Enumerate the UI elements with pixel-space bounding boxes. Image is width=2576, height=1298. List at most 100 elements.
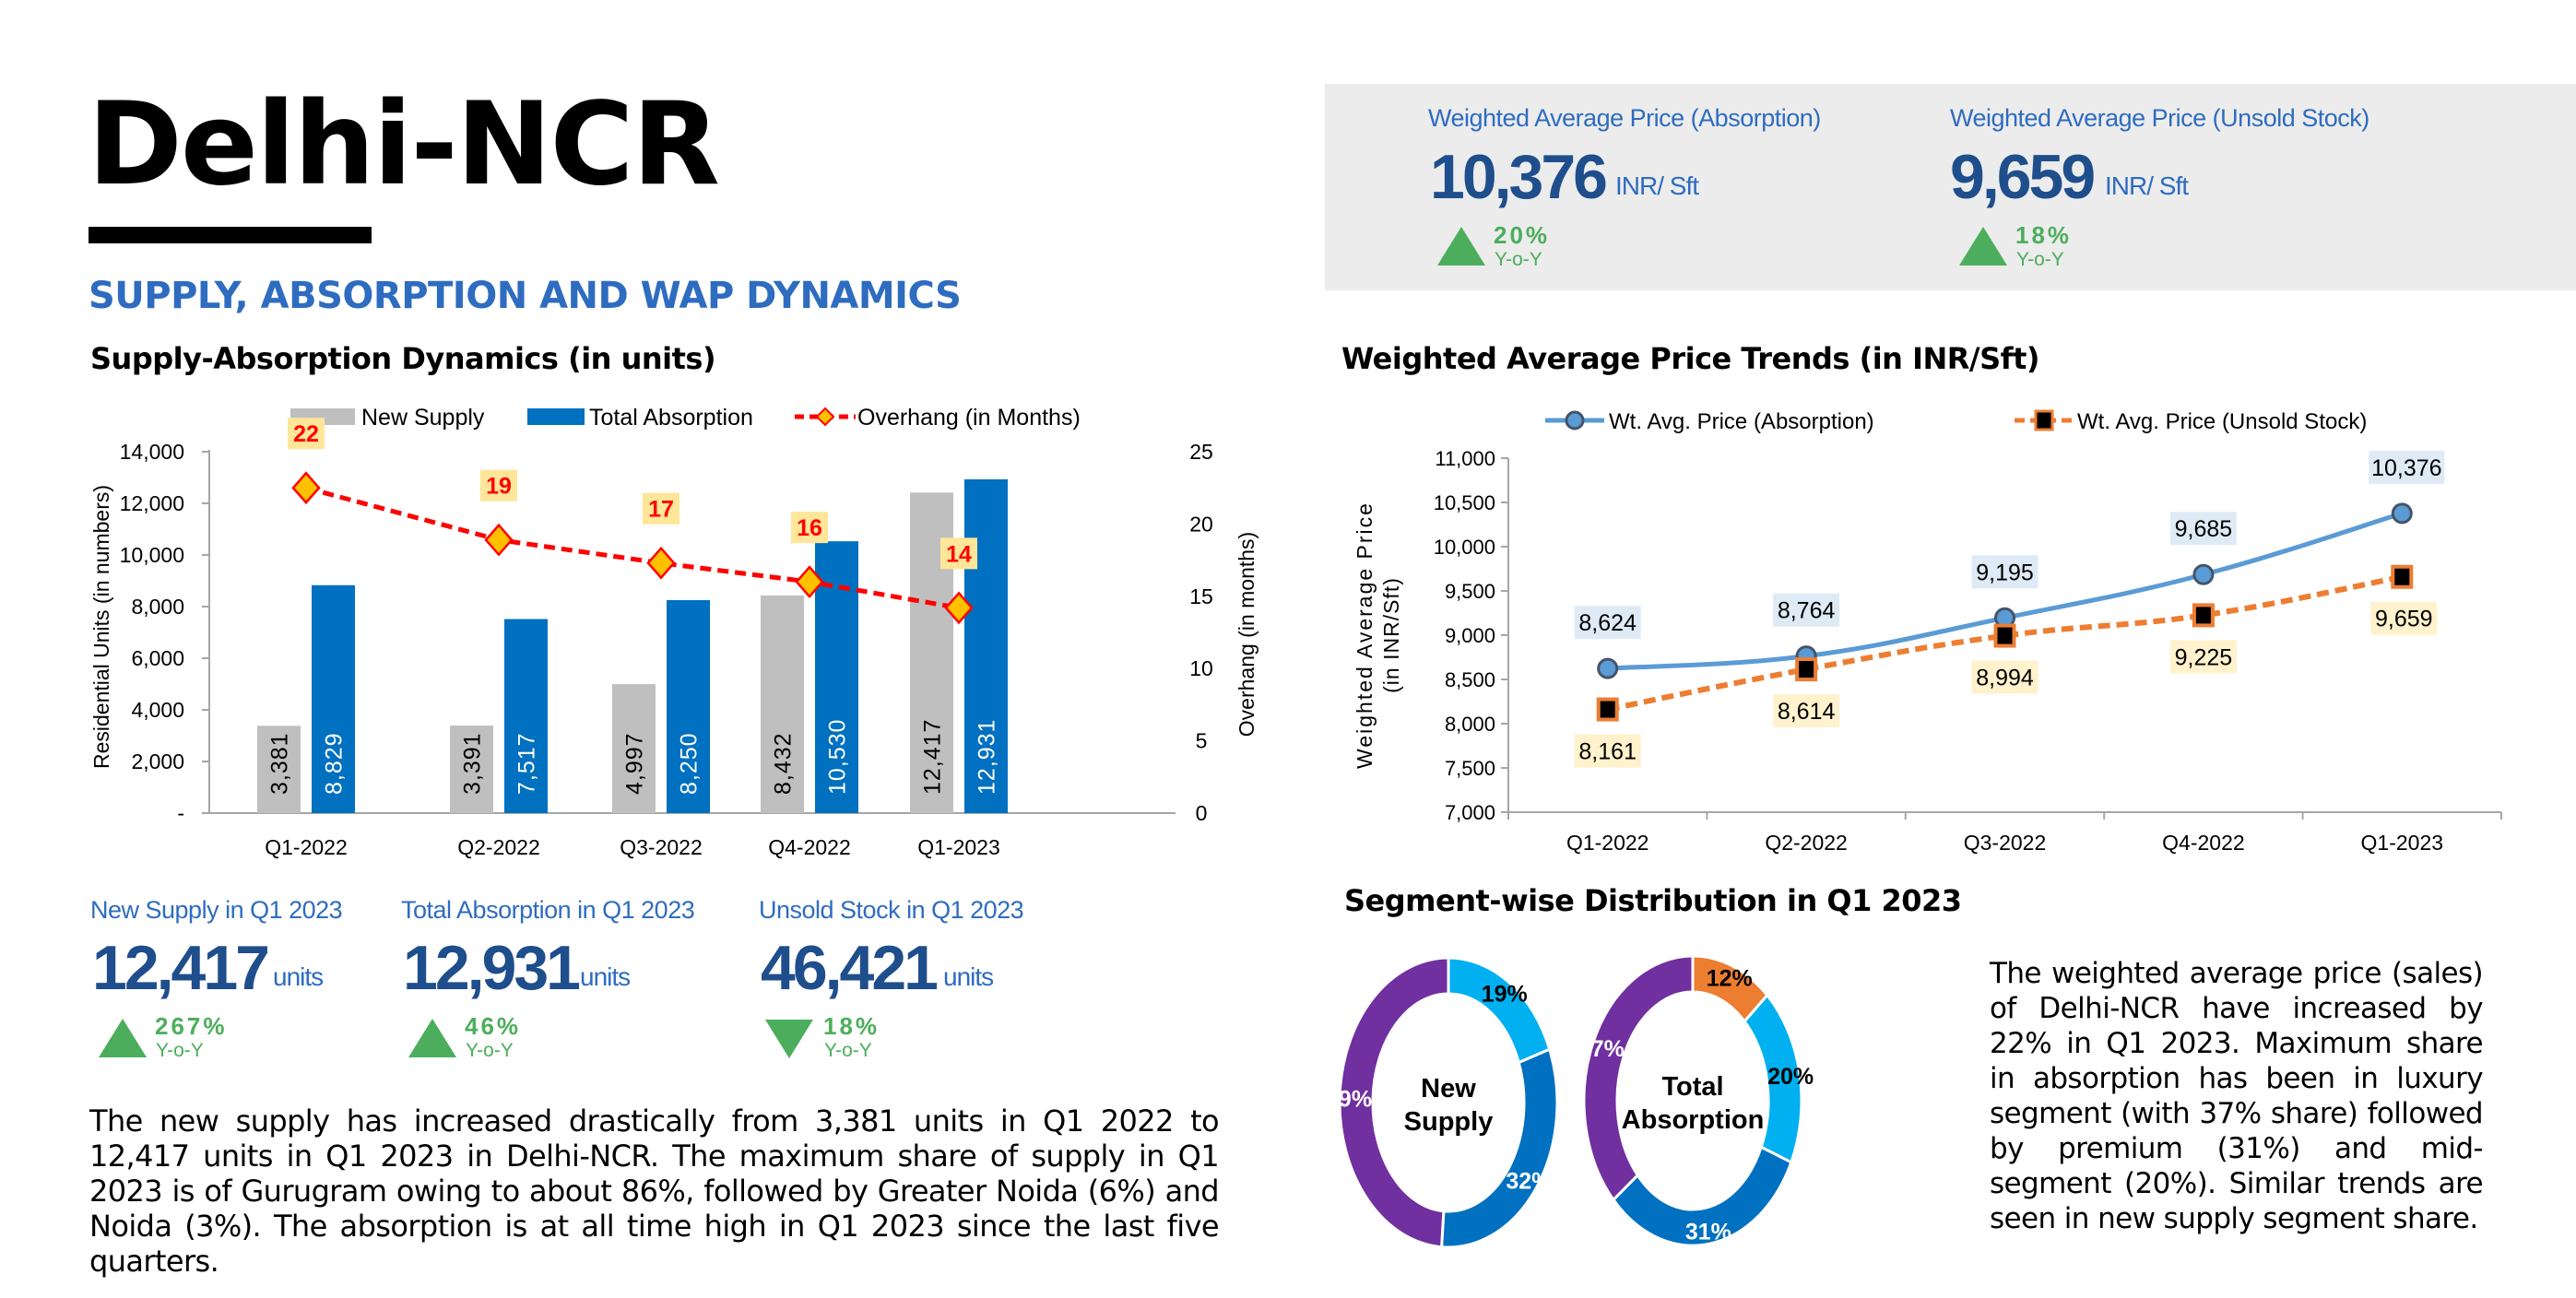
bar-total-absorption [964,478,1008,813]
supply-commentary: The new supply has increased drastically… [89,1103,1220,1279]
wap-unsold-value-label: 9,659 [2375,607,2433,632]
bar-new-supply [761,595,804,813]
legend-marker-wap-absorption [1565,410,1585,431]
overhang-label-bg [791,512,828,544]
kpi-wap-unsold-value: 9,659 [1950,142,2096,212]
x-tick-label: Q4-2022 [768,835,851,859]
x-axis-tick-labels: Q1-2022 Q2-2022 Q3-2022 Q4-2022 Q1-2023 [265,835,1000,859]
wap-absorption-marker [2192,563,2215,585]
wap-absorption-value-label: 8,764 [1778,598,1836,624]
donut-slice-label: 31% [1685,1220,1731,1245]
y-tick-label: 8,500 [1445,668,1495,691]
legend-label-new-supply: New Supply [361,405,485,431]
bar-value-label: 12,931 [975,719,1000,795]
y-tick-label: 10,000 [120,543,184,567]
wap-unsold-marker [2391,564,2414,589]
wap-absorption-label-bg [1773,593,1840,627]
kpi-unsold-stock-change: 18% [823,1012,880,1040]
wap-unsold-marker [1993,623,2016,648]
kpi-total-absorption-unit: units [580,962,631,991]
x-axis-tick-labels: Q1-2022 Q2-2022 Q3-2022 Q4-2022 Q1-2023 [1566,831,2443,855]
overhang-label-bg [643,492,679,525]
wap-unsold-marker [1795,657,1818,682]
bar-value-label: 8,432 [771,732,797,795]
y2-tick-label: 5 [1196,729,1208,753]
y-tick-label: 11,000 [1435,447,1495,470]
x-tick-label: Q1-2023 [917,835,1000,859]
kpi-wap-unsold-label: Weighted Average Price (Unsold Stock) [1950,104,2369,132]
overhang-value-label: 22 [293,421,319,447]
y2-tick-label: 0 [1196,801,1208,825]
x-tick-label: Q1-2022 [265,835,348,859]
kpi-unsold-stock-value: 46,421 [761,933,939,1003]
x-tick-label: Q2-2022 [457,835,540,859]
bar-value-label: 10,530 [825,719,851,795]
y-tick-label: 7,500 [1445,757,1495,780]
bar-value-label: 12,417 [920,719,946,795]
donut-slice-label: 20% [1767,1064,1814,1090]
title-underline [89,227,372,243]
x-tick-label: Q3-2022 [1964,831,2047,855]
x-tick-label: Q3-2022 [620,835,703,859]
kpi-total-absorption-label: Total Absorption in Q1 2023 [401,896,695,924]
y-tick-label: 10,500 [1434,491,1495,514]
segment-chart-title: Segment-wise Distribution in Q1 2023 [1344,883,1962,918]
overhang-marker [944,591,974,625]
overhang-marker [484,523,514,557]
y-tick-label: 9,500 [1445,580,1495,603]
donut-center-label: Supply [1404,1107,1494,1137]
wap-absorption-label-bg [1971,555,2038,589]
kpi-wap-absorption-yoy: Y-o-Y [1495,249,1542,270]
trend-down-icon [765,1020,813,1058]
supply-absorption-chart: New Supply Total Absorption Overhang (in… [89,405,1258,859]
kpi-new-supply-yoy: Y-o-Y [156,1040,204,1061]
x-axis-ticks [1507,812,2502,820]
bar-value-label: 8,829 [322,732,348,795]
y-tick-label: 6,000 [131,646,184,670]
wap-absorption-label-bg [2169,512,2237,546]
wap-absorption-value-label: 10,376 [2371,455,2441,481]
legend-label-wap-absorption: Wt. Avg. Price (Absorption) [1609,409,1874,434]
y-tick-label: 12,000 [120,491,184,515]
wap-absorption-value-label: 8,624 [1578,610,1637,636]
wap-unsold-label-bg [1773,694,1840,728]
kpi-total-absorption-value: 12,931 [403,933,581,1003]
overhang-label-bg [940,537,977,570]
donut-center-label: Absorption [1622,1105,1765,1135]
trend-up-icon [99,1019,147,1057]
y2-tick-label: 20 [1189,512,1213,536]
kpi-new-supply-value: 12,417 [92,933,270,1003]
wap-absorption-label-bg [2369,450,2445,484]
chart-legend: Wt. Avg. Price (Absorption) Wt. Avg. Pri… [1545,409,2367,434]
kpi-unsold-stock-yoy: Y-o-Y [824,1040,872,1061]
y2-tick-label: 10 [1189,656,1213,680]
y-tick-label: 8,000 [1445,713,1495,736]
overhang-marker [646,546,676,580]
y-axis-right-ticks: 0 5 10 15 20 25 [1189,440,1213,825]
kpi-new-supply-label: New Supply in Q1 2023 [90,896,343,924]
legend-swatch-total-absorption [527,408,585,425]
bar-total-absorption [312,584,355,813]
y2-tick-label: 25 [1189,440,1213,464]
donut-slice-label: 49% [1328,1086,1372,1112]
kpi-wap-unsold-change: 18% [2015,221,2073,249]
trend-up-icon [408,1019,456,1057]
overhang-marker [291,471,321,505]
wap-unsold-marker [2192,603,2215,628]
y-tick-label: 7,000 [1445,801,1495,824]
y-axis-label-line1: Weighted Average Price [1353,502,1377,769]
y-tick-label: 2,000 [131,749,184,773]
kpi-new-supply-unit: units [273,962,324,991]
donut-slice-label: 32% [1506,1168,1552,1194]
x-tick-label: Q2-2022 [1765,831,1848,855]
kpi-wap-absorption-unit: INR/ Sft [1615,171,1699,200]
y-axis-right-label: Overhang (in months) [1235,532,1258,737]
bar-total-absorption [504,619,548,813]
wap-unsold-value-label: 8,994 [1976,666,2034,691]
wap-unsold-label-bg [2169,640,2237,674]
y-tick-label: - [177,801,184,825]
donut-slice-lightblue [1447,956,1552,1065]
segment-donut-charts: 19% 32% 49% New Supply 12% 20% 31% 37% TotalAbso… [1328,954,1814,1249]
legend-marker-wap-unsold [2034,409,2054,431]
